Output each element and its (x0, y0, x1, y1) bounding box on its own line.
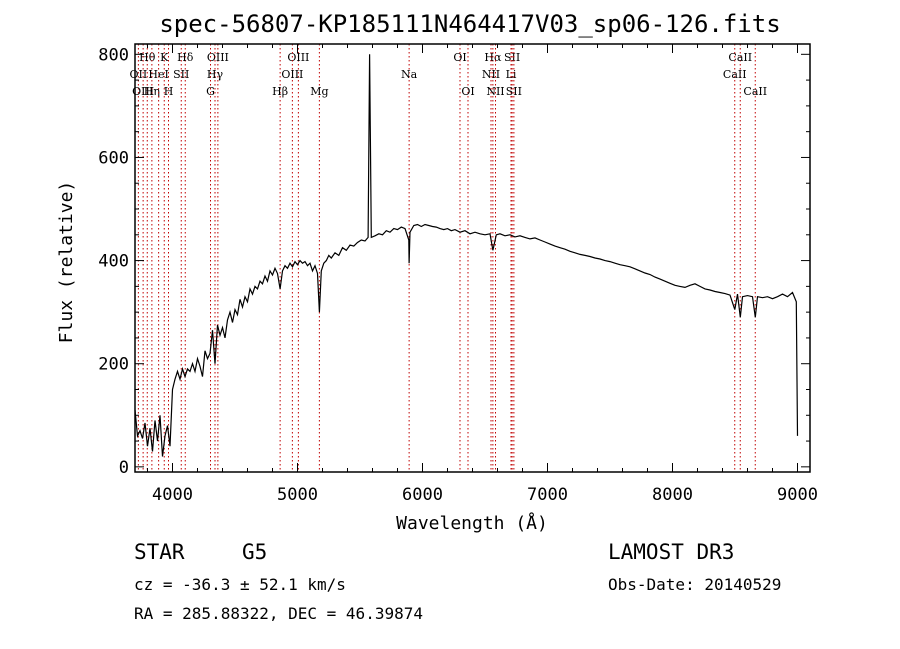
ra-dec-coordinates: RA = 285.88322, DEC = 46.39874 (134, 604, 423, 623)
line-marker-label: SII (506, 85, 522, 98)
y-tick-label: 800 (98, 45, 129, 65)
x-tick-label: 7000 (527, 485, 568, 505)
line-marker-label: NII (486, 85, 504, 98)
line-marker-label: Hα (484, 51, 502, 64)
line-marker-label: OIII (281, 68, 303, 81)
y-tick-label: 400 (98, 252, 129, 272)
y-tick-label: 600 (98, 148, 129, 168)
line-marker-label: CaII (728, 51, 752, 64)
x-tick-label: 6000 (402, 485, 443, 505)
plot-frame (134, 43, 811, 473)
line-marker-label: OII (130, 68, 148, 81)
line-marker-label: OIII (207, 51, 229, 64)
line-marker-label: HeI (148, 68, 168, 81)
line-marker-label: Mg (310, 85, 328, 98)
line-marker-label: Hδ (177, 51, 194, 64)
x-tick-label: 8000 (652, 485, 693, 505)
line-marker-label: CaII (723, 68, 747, 81)
chart-title: spec-56807-KP185111N464417V03_sp06-126.f… (159, 10, 780, 38)
line-marker-label: OIII (132, 85, 154, 98)
line-marker-label: K (160, 51, 169, 64)
line-marker-label: Hβ (272, 85, 288, 98)
redshift-cz: cz = -36.3 ± 52.1 km/s (134, 575, 346, 594)
y-tick-label: 0 (119, 458, 129, 478)
line-marker-label: G (206, 85, 215, 98)
y-axis-label: Flux (relative) (56, 181, 77, 344)
line-marker-label: OI (453, 51, 466, 64)
line-marker-label: CaII (743, 85, 767, 98)
line-marker-label: Na (401, 68, 418, 81)
line-marker-label: H (164, 85, 174, 98)
x-tick-label: 4000 (152, 485, 193, 505)
x-tick-label: 9000 (777, 485, 818, 505)
spectrum-series-line (134, 54, 799, 457)
object-subclass: G5 (242, 540, 268, 564)
line-marker-label: OI (461, 85, 474, 98)
object-class: STAR (134, 540, 185, 564)
line-marker-label: Hθ (139, 51, 156, 64)
y-tick-label: 200 (98, 355, 129, 375)
line-marker-label: SII (504, 51, 520, 64)
line-marker-label: Hη (144, 85, 160, 98)
line-marker-label: OIII (287, 51, 309, 64)
survey-name: LAMOST DR3 (608, 540, 735, 564)
axis-ticks: 4000 5000 6000 7000 8000 9000 0 200 400 600 800 (98, 44, 818, 505)
line-marker-label: NII (482, 68, 500, 81)
line-marker-label: SII (173, 68, 189, 81)
x-axis-label: Wavelength (Å) (396, 512, 548, 534)
line-marker-label: Li (506, 68, 517, 81)
line-marker-label: Hγ (207, 68, 224, 81)
x-tick-label: 5000 (277, 485, 318, 505)
observation-date: Obs-Date: 20140529 (608, 575, 782, 594)
